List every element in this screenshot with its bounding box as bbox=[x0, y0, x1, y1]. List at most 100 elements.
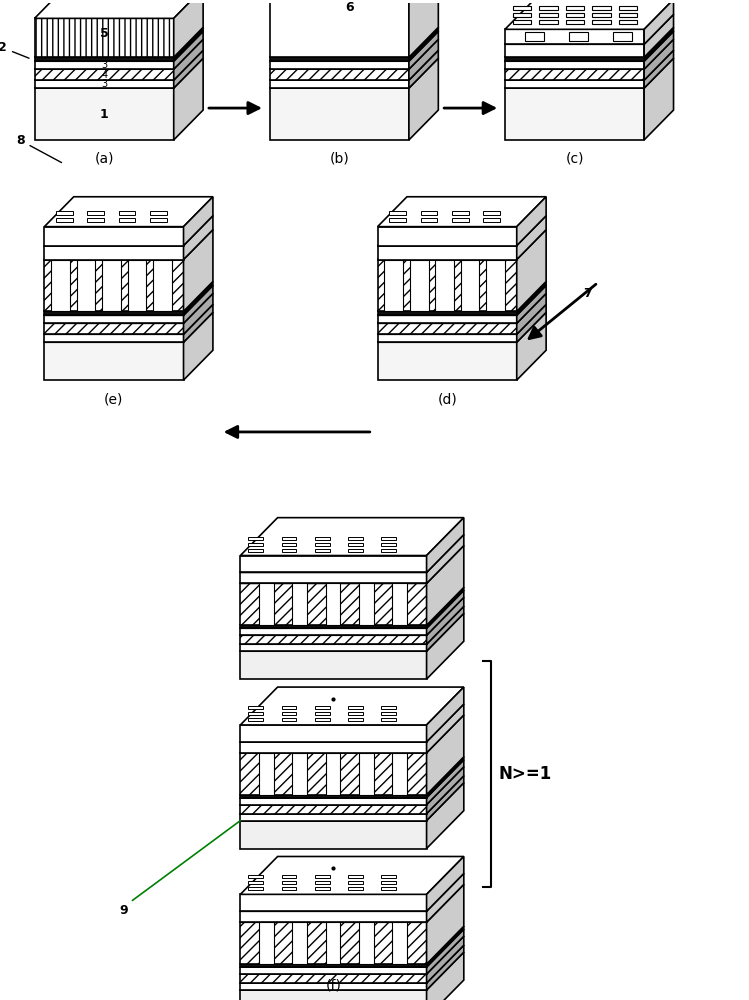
Polygon shape bbox=[248, 875, 263, 878]
Polygon shape bbox=[427, 926, 464, 967]
Polygon shape bbox=[409, 0, 438, 57]
Polygon shape bbox=[282, 549, 296, 552]
Polygon shape bbox=[34, 39, 203, 69]
Polygon shape bbox=[240, 704, 464, 742]
Text: (f): (f) bbox=[326, 978, 342, 992]
Polygon shape bbox=[34, 31, 203, 61]
Polygon shape bbox=[44, 323, 184, 334]
Polygon shape bbox=[240, 753, 427, 795]
Polygon shape bbox=[427, 590, 464, 635]
Polygon shape bbox=[517, 216, 546, 260]
Polygon shape bbox=[427, 760, 464, 805]
Polygon shape bbox=[240, 929, 464, 967]
Polygon shape bbox=[359, 751, 375, 753]
Polygon shape bbox=[315, 712, 330, 715]
Text: 8: 8 bbox=[16, 134, 61, 163]
Polygon shape bbox=[421, 211, 437, 215]
Polygon shape bbox=[409, 58, 438, 140]
Polygon shape bbox=[102, 256, 125, 260]
Polygon shape bbox=[184, 304, 213, 342]
Polygon shape bbox=[348, 875, 363, 878]
Text: N>=1: N>=1 bbox=[498, 765, 551, 783]
Polygon shape bbox=[184, 230, 213, 311]
Polygon shape bbox=[565, 13, 584, 17]
Polygon shape bbox=[517, 304, 546, 342]
Polygon shape bbox=[270, 31, 438, 61]
Polygon shape bbox=[517, 230, 546, 311]
Polygon shape bbox=[44, 285, 213, 315]
Polygon shape bbox=[292, 920, 309, 922]
Polygon shape bbox=[34, 88, 174, 140]
Polygon shape bbox=[240, 983, 427, 990]
Polygon shape bbox=[259, 753, 273, 795]
Polygon shape bbox=[505, 88, 644, 140]
Polygon shape bbox=[409, 31, 438, 69]
Polygon shape bbox=[151, 211, 167, 215]
Polygon shape bbox=[240, 967, 427, 974]
Polygon shape bbox=[505, 44, 644, 57]
Polygon shape bbox=[240, 715, 464, 753]
Polygon shape bbox=[427, 518, 464, 572]
Polygon shape bbox=[505, 61, 644, 69]
Polygon shape bbox=[427, 873, 464, 922]
Polygon shape bbox=[517, 281, 546, 315]
Polygon shape bbox=[315, 875, 330, 878]
Polygon shape bbox=[259, 583, 273, 625]
Polygon shape bbox=[392, 920, 409, 922]
Text: 3: 3 bbox=[101, 79, 107, 89]
Polygon shape bbox=[644, 58, 673, 140]
Polygon shape bbox=[240, 760, 464, 798]
Polygon shape bbox=[240, 628, 427, 635]
Polygon shape bbox=[282, 875, 296, 878]
Polygon shape bbox=[248, 887, 263, 890]
Polygon shape bbox=[282, 706, 296, 709]
Polygon shape bbox=[644, 0, 673, 44]
Polygon shape bbox=[377, 230, 546, 260]
Polygon shape bbox=[240, 597, 464, 635]
Polygon shape bbox=[240, 894, 427, 911]
Polygon shape bbox=[381, 543, 396, 546]
Polygon shape bbox=[348, 718, 363, 721]
Polygon shape bbox=[248, 718, 263, 721]
Polygon shape bbox=[409, 39, 438, 80]
Polygon shape bbox=[240, 606, 464, 644]
Polygon shape bbox=[240, 742, 427, 753]
Polygon shape bbox=[259, 922, 273, 964]
Polygon shape bbox=[102, 260, 121, 311]
Polygon shape bbox=[44, 334, 184, 342]
Polygon shape bbox=[359, 753, 374, 795]
Polygon shape bbox=[461, 256, 483, 260]
Polygon shape bbox=[259, 751, 276, 753]
Polygon shape bbox=[240, 805, 427, 814]
Text: (b): (b) bbox=[330, 152, 349, 166]
Polygon shape bbox=[34, 18, 174, 57]
Polygon shape bbox=[240, 922, 427, 964]
Polygon shape bbox=[381, 887, 396, 890]
Polygon shape bbox=[282, 881, 296, 884]
Polygon shape bbox=[377, 281, 546, 311]
Polygon shape bbox=[270, 50, 438, 80]
Polygon shape bbox=[381, 706, 396, 709]
Polygon shape bbox=[34, 0, 203, 18]
Text: (d): (d) bbox=[437, 392, 457, 406]
Polygon shape bbox=[505, 58, 673, 88]
Polygon shape bbox=[240, 814, 427, 821]
Polygon shape bbox=[427, 715, 464, 795]
Polygon shape bbox=[392, 922, 407, 964]
Polygon shape bbox=[505, 39, 673, 69]
Polygon shape bbox=[421, 218, 437, 222]
Polygon shape bbox=[435, 260, 454, 311]
Polygon shape bbox=[292, 922, 307, 964]
Polygon shape bbox=[565, 20, 584, 24]
Polygon shape bbox=[644, 50, 673, 88]
Polygon shape bbox=[88, 218, 104, 222]
Polygon shape bbox=[270, 27, 438, 57]
Polygon shape bbox=[270, 58, 438, 88]
Polygon shape bbox=[348, 543, 363, 546]
Polygon shape bbox=[326, 920, 342, 922]
Polygon shape bbox=[270, 88, 409, 140]
Polygon shape bbox=[565, 6, 584, 10]
Polygon shape bbox=[326, 581, 342, 583]
Polygon shape bbox=[348, 881, 363, 884]
Polygon shape bbox=[392, 583, 407, 625]
